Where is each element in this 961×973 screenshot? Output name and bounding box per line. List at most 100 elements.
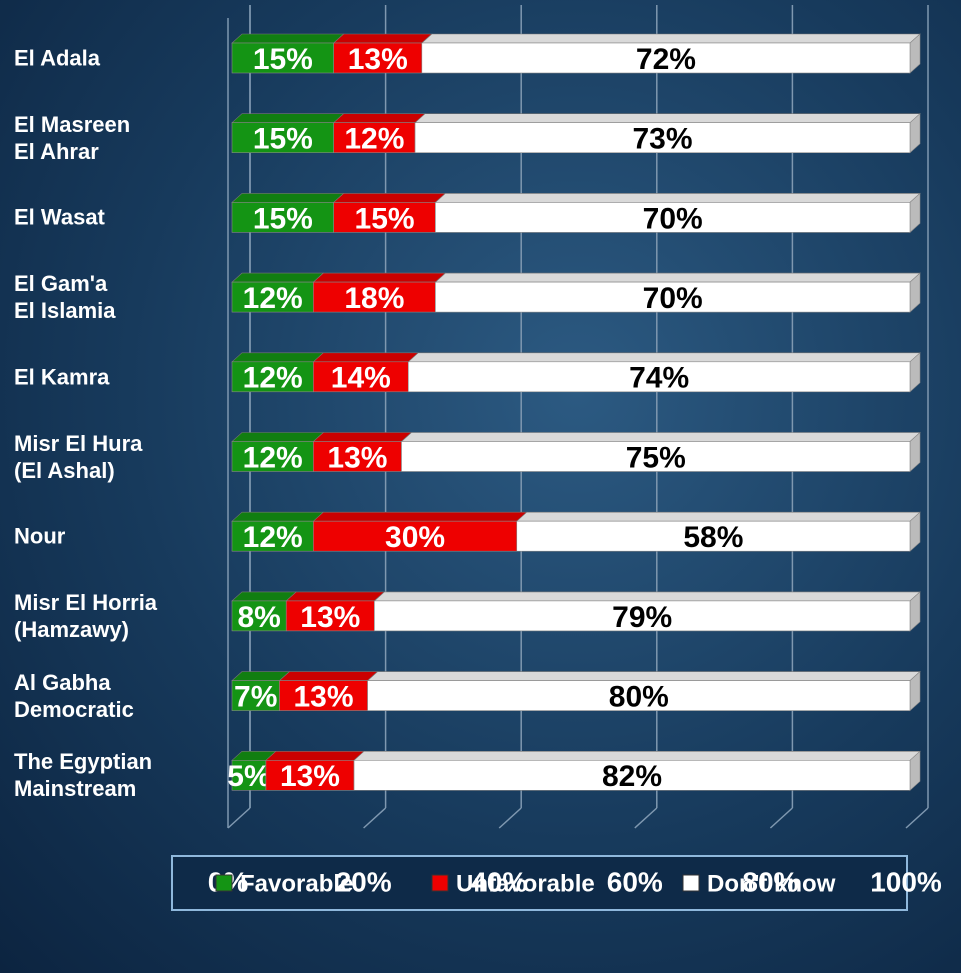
value-label: 8%	[237, 601, 280, 634]
value-label: 15%	[253, 43, 313, 76]
value-label: 7%	[234, 681, 277, 714]
bar-top	[231, 193, 345, 203]
category-label: El Adala	[14, 45, 100, 71]
value-label: 15%	[253, 202, 313, 235]
category-label: Al Gabha Democratic	[14, 669, 134, 722]
category-label: Misr El Horria (Hamzawy)	[14, 589, 158, 642]
bar	[313, 281, 436, 313]
value-label: 18%	[344, 282, 404, 315]
bar	[231, 680, 280, 711]
value-label: 12%	[243, 282, 303, 315]
bar	[231, 122, 334, 153]
value-label: 58%	[683, 521, 743, 554]
bar	[516, 520, 911, 552]
legend-swatch	[431, 874, 449, 892]
x-tick-label: 60%	[607, 866, 663, 897]
category-label: El Masreen El Ahrar	[14, 111, 131, 164]
x-tick-label: 20%	[336, 866, 392, 897]
legend-label: Favorable	[240, 870, 353, 897]
bar	[421, 42, 911, 74]
value-label: 14%	[331, 362, 391, 395]
category-label: El Wasat	[14, 204, 105, 230]
bar	[231, 361, 314, 393]
bar-top	[407, 352, 921, 363]
bar-top	[231, 33, 345, 44]
x-tick-label: 100%	[870, 866, 942, 897]
bar-top	[414, 113, 921, 123]
value-label: 72%	[636, 43, 696, 76]
value-label: 70%	[643, 282, 703, 315]
category-label: El Kamra	[14, 364, 110, 390]
bar	[435, 202, 911, 233]
legend-swatch	[215, 874, 233, 892]
bar-top	[353, 750, 921, 761]
bar	[265, 759, 355, 791]
bar	[231, 600, 287, 632]
value-label: 79%	[612, 601, 672, 634]
value-label: 30%	[385, 521, 445, 554]
floor-line	[634, 807, 658, 829]
bar-top	[231, 272, 325, 283]
bar-top	[332, 33, 433, 44]
value-label: 13%	[280, 760, 340, 793]
bar-top	[278, 671, 379, 681]
bar-top	[312, 272, 447, 283]
value-label: 12%	[344, 123, 404, 156]
bar-top	[231, 511, 325, 522]
bar-top	[515, 511, 921, 522]
category-label: El Gam'a El Islamia	[14, 271, 116, 324]
bar-top	[434, 193, 921, 203]
value-label: 13%	[294, 681, 354, 714]
x-tick-label: 40%	[471, 866, 527, 897]
bar-top	[421, 33, 921, 44]
bar-top	[231, 352, 325, 363]
category-label: Nour	[14, 523, 66, 549]
bar	[353, 759, 911, 791]
value-label: 70%	[643, 202, 703, 235]
category-label: Misr El Hura (El Ashal)	[14, 430, 143, 483]
bar	[231, 759, 267, 791]
value-label: 74%	[629, 362, 689, 395]
bar-top	[285, 591, 386, 602]
category-label: The Egyptian Mainstream	[14, 749, 153, 802]
bar	[313, 441, 402, 472]
value-label: 13%	[327, 441, 387, 474]
bar	[313, 361, 409, 393]
value-label: 5%	[227, 760, 270, 793]
value-label: 73%	[633, 123, 693, 156]
bar-top	[373, 591, 921, 602]
bar-top	[332, 193, 447, 203]
floor-line	[905, 807, 929, 829]
bar	[231, 441, 314, 472]
bar	[414, 122, 911, 153]
legend-label: Unfavorable	[456, 870, 595, 897]
value-label: 15%	[355, 202, 415, 235]
bar-top	[434, 272, 921, 283]
bar	[333, 122, 416, 153]
bar-top	[312, 511, 528, 522]
bar-top	[231, 432, 325, 442]
value-label: 12%	[243, 521, 303, 554]
bar	[333, 202, 436, 233]
bar	[435, 281, 911, 313]
legend-label: Don't know	[707, 870, 836, 897]
value-label: 75%	[626, 441, 686, 474]
bar-top	[366, 671, 921, 681]
legend-swatch	[682, 874, 700, 892]
bar	[333, 42, 423, 74]
floor-line	[498, 807, 522, 829]
value-label: 12%	[243, 441, 303, 474]
bar-top	[400, 432, 921, 442]
bar	[279, 680, 368, 711]
bar	[231, 520, 314, 552]
bar	[285, 600, 375, 632]
value-label: 13%	[300, 601, 360, 634]
bar-top	[312, 432, 413, 442]
bar	[231, 42, 334, 74]
bar-top	[265, 750, 365, 761]
value-label: 15%	[253, 123, 313, 156]
value-label: 80%	[609, 681, 669, 714]
x-tick-label: 80%	[742, 866, 798, 897]
